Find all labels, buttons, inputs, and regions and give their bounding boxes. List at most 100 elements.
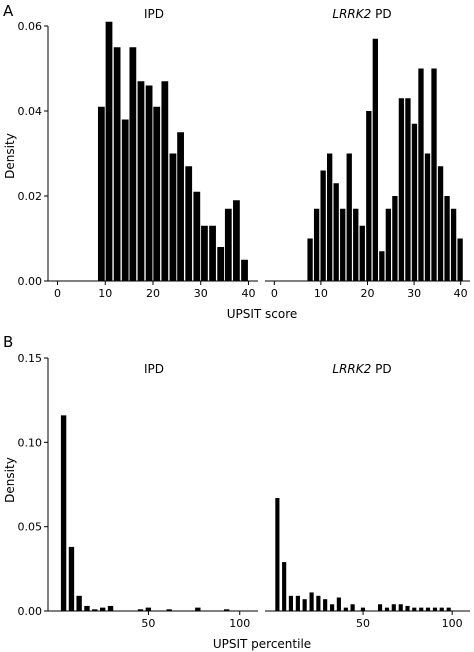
histogram-bar	[105, 21, 113, 281]
histogram-bar	[241, 259, 248, 281]
histogram-bar	[92, 609, 98, 611]
x-tick-label: 20	[146, 287, 160, 300]
histogram-bar	[350, 604, 355, 611]
histogram-bar	[295, 595, 300, 611]
panel-a-ylabel: Density	[3, 133, 17, 179]
histogram-bar	[353, 208, 359, 281]
histogram-bar	[224, 208, 232, 281]
histogram-bar	[217, 247, 225, 281]
x-tick-label: 10	[314, 287, 328, 300]
histogram-bar	[437, 166, 444, 281]
x-tick-label: 40	[241, 287, 255, 300]
x-tick-label: 30	[194, 287, 208, 300]
x-tick-label: 50	[356, 617, 370, 630]
histogram-bar	[327, 153, 333, 281]
y-tick-label: 0.15	[18, 352, 43, 365]
y-tick-label: 0.02	[18, 190, 43, 203]
panel-a-right-title-italic: LRRK2	[332, 7, 371, 21]
y-tick-label: 0.00	[18, 605, 43, 618]
histogram-bar	[201, 225, 208, 281]
histogram-bar	[166, 609, 172, 611]
histogram-bar	[223, 609, 230, 611]
panel-b-right-title-italic: LRRK2	[332, 362, 371, 376]
histogram-bar	[343, 607, 348, 611]
panel-a-right-title-rest: PD	[371, 7, 391, 21]
histogram-bar	[137, 609, 144, 611]
histogram-bar	[307, 238, 313, 281]
histogram-bar	[145, 85, 153, 281]
histogram-bar	[323, 599, 328, 611]
y-tick-label: 0.10	[18, 436, 43, 449]
histogram-bar	[100, 607, 106, 611]
histogram-bar	[384, 607, 390, 611]
histogram-bar	[405, 98, 411, 281]
histogram-bar	[439, 607, 444, 611]
histogram-bar	[425, 607, 431, 611]
histogram-bar	[432, 607, 438, 611]
histogram-bar	[446, 607, 451, 611]
y-tick-label: 0.06	[18, 20, 43, 33]
panel-a-plot: 0.00 0.02 0.04 0.06 0 10 20 30 40 0 10 20 30 40	[18, 20, 470, 300]
panel-b-right-title-rest: PD	[371, 362, 391, 376]
x-tick-label: 0	[271, 287, 278, 300]
histogram-bar	[60, 415, 67, 611]
histogram-bar	[145, 607, 152, 611]
histogram-bar	[336, 597, 341, 611]
histogram-bar	[113, 47, 121, 281]
histogram-bar	[391, 604, 396, 611]
histogram-bar	[97, 106, 105, 281]
y-tick-label: 0.05	[18, 521, 43, 534]
histogram-bar	[76, 595, 82, 611]
histogram-bar	[84, 605, 90, 611]
histogram-bar	[282, 562, 287, 611]
histogram-bar	[398, 98, 405, 281]
panel-b-ylabel: Density	[3, 457, 17, 503]
x-tick-label: 20	[361, 287, 375, 300]
x-tick-label: 30	[407, 287, 421, 300]
histogram-bar	[346, 153, 352, 281]
panel-b-xlabel: UPSIT percentile	[213, 637, 311, 651]
panel-b-label: B	[3, 333, 13, 351]
histogram-bar	[195, 607, 201, 611]
histogram-bar	[209, 225, 216, 281]
panel-a-left-title: IPD	[144, 7, 164, 21]
histogram-bar	[379, 251, 385, 281]
histogram-bar	[233, 200, 240, 281]
histogram-bar	[330, 604, 335, 611]
histogram-bar	[193, 191, 201, 281]
x-tick-label: 100	[442, 617, 463, 630]
x-tick-label: 0	[54, 287, 61, 300]
histogram-bar	[419, 607, 424, 611]
histogram-bar	[313, 208, 320, 281]
panel-a-right-title: LRRK2 PD	[332, 7, 391, 21]
histogram-bar	[418, 68, 424, 281]
histogram-bar	[107, 605, 114, 611]
histogram-bar	[275, 497, 280, 611]
histogram-bar	[288, 595, 293, 611]
histogram-bar	[360, 607, 366, 611]
histogram-bar	[431, 68, 437, 281]
panel-a-label: A	[3, 2, 14, 20]
histogram-bar	[359, 225, 365, 281]
histogram-bar	[153, 106, 161, 281]
histogram-bar	[392, 196, 398, 281]
histogram-bar	[169, 153, 177, 281]
x-tick-label: 10	[98, 287, 112, 300]
histogram-bar	[340, 208, 346, 281]
histogram-bar	[137, 81, 145, 281]
histogram-bar	[366, 111, 372, 281]
histogram-bar	[444, 196, 450, 281]
histogram-bar	[372, 38, 378, 281]
x-tick-label: 40	[454, 287, 468, 300]
histogram-bar	[320, 170, 326, 281]
histogram-bar	[316, 595, 321, 611]
histogram-bar	[302, 599, 307, 611]
histogram-bar	[412, 607, 417, 611]
histogram-bar	[185, 166, 193, 281]
y-tick-label: 0.00	[18, 275, 43, 288]
panel-b-right-title: LRRK2 PD	[332, 362, 391, 376]
histogram-bar	[177, 132, 184, 281]
histogram-bar	[411, 123, 418, 281]
panel-b-left-title: IPD	[144, 362, 164, 376]
